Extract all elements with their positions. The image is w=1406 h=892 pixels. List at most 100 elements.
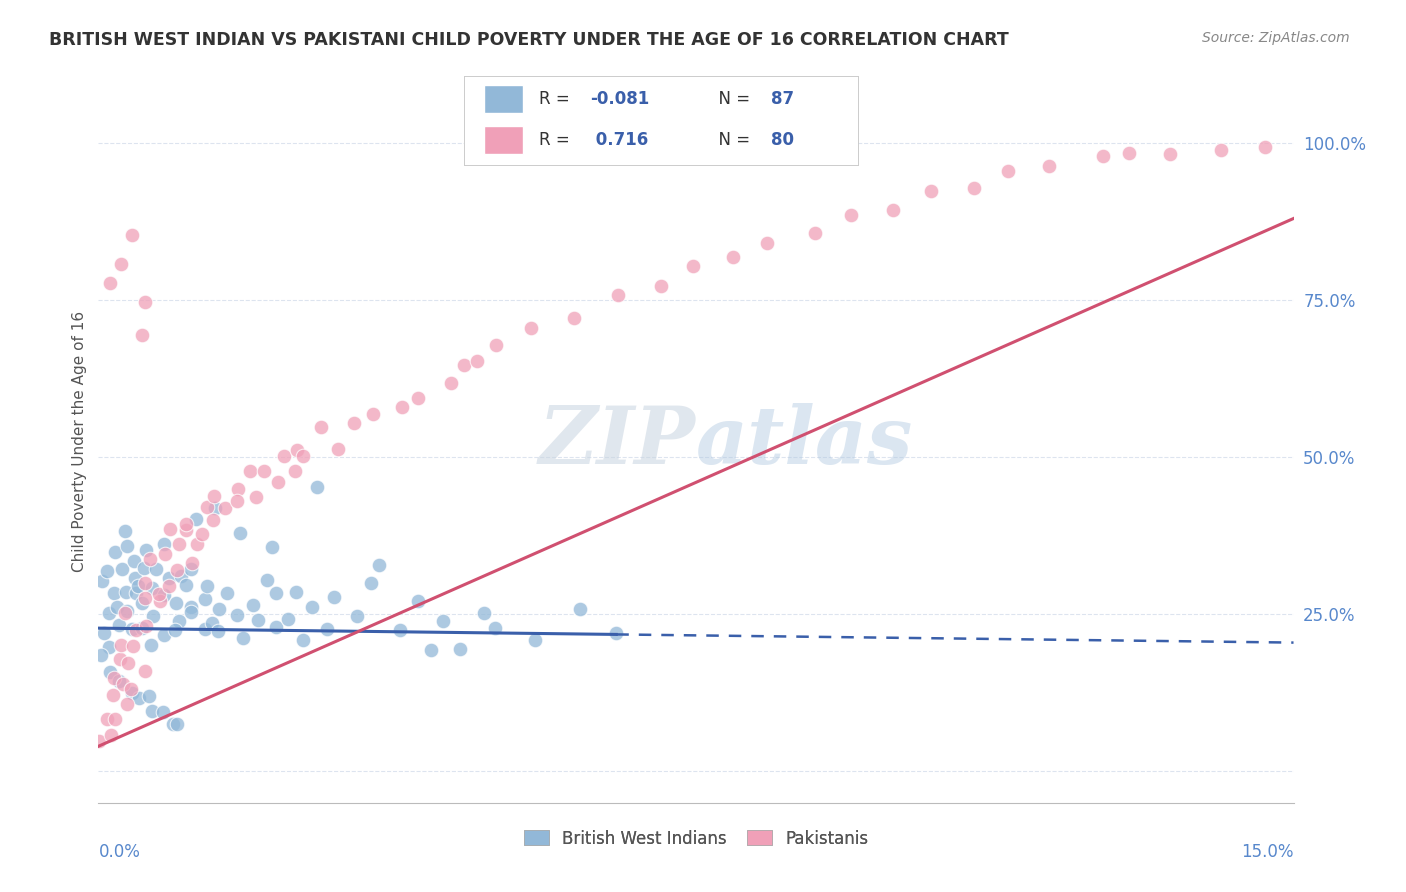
- FancyBboxPatch shape: [484, 126, 523, 154]
- Point: [1091, 149, 1114, 163]
- Point: [104, 545, 127, 559]
- Point: [195, 579, 218, 593]
- Point: [226, 483, 249, 497]
- Point: [93, 626, 115, 640]
- Point: [152, 588, 174, 602]
- Point: [96, 712, 118, 726]
- Point: [391, 400, 413, 414]
- Point: [523, 632, 546, 647]
- Point: [176, 523, 198, 537]
- Point: [921, 184, 943, 198]
- Point: [124, 554, 146, 568]
- Point: [292, 632, 315, 647]
- Point: [166, 562, 188, 576]
- Point: [159, 522, 181, 536]
- Point: [141, 582, 163, 596]
- Point: [134, 295, 156, 310]
- Text: -0.081: -0.081: [591, 90, 650, 108]
- Point: [432, 614, 454, 628]
- Point: [285, 443, 308, 458]
- Point: [360, 576, 382, 591]
- Text: BRITISH WEST INDIAN VS PAKISTANI CHILD POVERTY UNDER THE AGE OF 16 CORRELATION C: BRITISH WEST INDIAN VS PAKISTANI CHILD P…: [49, 31, 1010, 49]
- Point: [125, 623, 148, 637]
- Point: [485, 338, 508, 352]
- Point: [98, 640, 121, 654]
- Point: [606, 287, 628, 301]
- Point: [110, 638, 132, 652]
- Point: [149, 594, 172, 608]
- Point: [368, 558, 391, 573]
- Point: [103, 586, 125, 600]
- Point: [650, 279, 672, 293]
- Point: [963, 180, 986, 194]
- Point: [520, 321, 543, 335]
- Point: [115, 697, 138, 711]
- Point: [1211, 143, 1233, 157]
- Point: [167, 614, 190, 628]
- Point: [121, 686, 143, 700]
- Point: [134, 619, 156, 633]
- Point: [105, 600, 128, 615]
- Point: [174, 578, 197, 592]
- Point: [309, 419, 332, 434]
- Point: [361, 407, 384, 421]
- Point: [406, 391, 429, 405]
- Point: [804, 226, 827, 240]
- Point: [131, 596, 153, 610]
- Point: [229, 525, 252, 540]
- Point: [277, 612, 299, 626]
- Point: [264, 620, 287, 634]
- Point: [91, 574, 114, 589]
- Point: [112, 677, 135, 691]
- Point: [131, 327, 153, 342]
- FancyBboxPatch shape: [484, 85, 523, 113]
- Point: [180, 605, 202, 619]
- Point: [316, 623, 339, 637]
- Point: [839, 208, 862, 222]
- Point: [1254, 140, 1277, 154]
- Point: [214, 500, 236, 515]
- Point: [98, 665, 121, 680]
- Point: [139, 638, 162, 652]
- Point: [115, 604, 138, 618]
- Point: [134, 591, 156, 605]
- Point: [165, 595, 187, 609]
- Point: [195, 500, 218, 514]
- Point: [204, 501, 226, 516]
- Point: [104, 712, 127, 726]
- Point: [128, 691, 150, 706]
- Point: [343, 416, 366, 430]
- Point: [328, 442, 350, 457]
- Point: [1038, 159, 1060, 173]
- Point: [202, 513, 225, 527]
- Point: [186, 537, 208, 551]
- Point: [162, 717, 184, 731]
- Point: [117, 656, 139, 670]
- Point: [882, 202, 904, 217]
- Point: [153, 547, 176, 561]
- Point: [194, 622, 217, 636]
- Point: [267, 475, 290, 489]
- Point: [108, 652, 131, 666]
- Point: [121, 639, 143, 653]
- Point: [157, 579, 180, 593]
- Point: [131, 621, 153, 635]
- Text: 0.716: 0.716: [591, 131, 648, 149]
- Point: [98, 276, 121, 290]
- Point: [191, 527, 214, 541]
- Legend: British West Indians, Pakistanis: British West Indians, Pakistanis: [516, 822, 876, 856]
- Point: [756, 236, 779, 251]
- Point: [467, 354, 489, 368]
- Point: [124, 571, 146, 585]
- Point: [242, 598, 264, 612]
- Text: N =: N =: [709, 90, 755, 108]
- Text: atlas: atlas: [696, 403, 914, 480]
- Point: [204, 489, 226, 503]
- Point: [166, 717, 188, 731]
- Point: [98, 606, 121, 620]
- Point: [134, 664, 156, 678]
- Point: [180, 556, 202, 570]
- Point: [194, 592, 217, 607]
- Point: [262, 541, 284, 555]
- Point: [163, 623, 186, 637]
